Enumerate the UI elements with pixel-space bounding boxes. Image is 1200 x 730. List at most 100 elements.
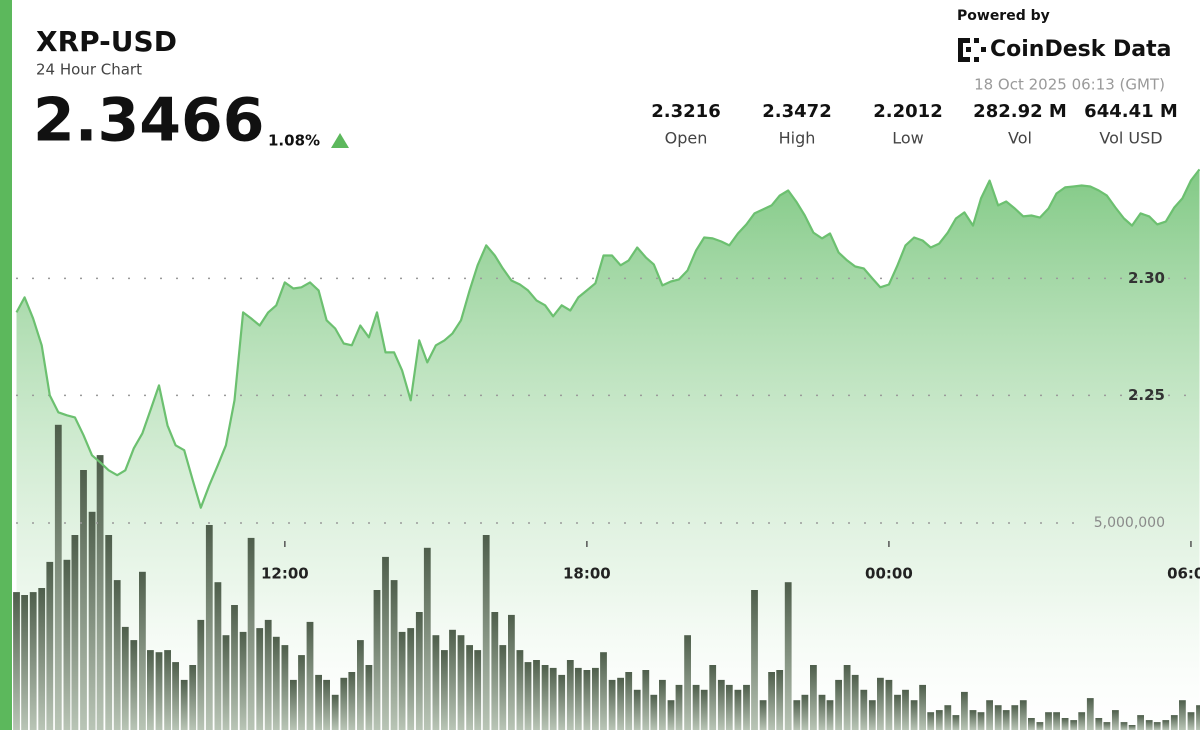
volume-bar [1120,722,1128,730]
volume-bar [1053,712,1060,730]
volume-bar [180,679,188,730]
volume-bar [390,580,398,730]
volume-bar [423,547,431,730]
volume-bar [516,650,524,730]
brand-logo [958,38,986,62]
volume-bar [54,424,62,730]
volume-bar [407,628,415,730]
volume-bar [667,700,675,730]
volume-bar [608,679,616,730]
volume-bar [927,712,935,730]
volume-bar [751,590,758,730]
volume-bar [1128,725,1136,730]
volume-bar [1153,722,1161,730]
label-layer: 2.25 2.30 5,000,000 12:00 18:00 00:00 06:00 [261,269,1200,583]
volume-bar [290,679,297,730]
volume-bar [315,674,322,730]
volume-bar [843,665,851,730]
volume-bar [650,694,658,730]
volume-bar [298,655,305,730]
volume-bar [566,660,574,730]
volume-bar [784,582,792,730]
volume-bar [725,684,733,730]
volume-bar [877,677,884,730]
price-area [16,169,1200,730]
volume-bar [457,635,465,730]
volume-bar [994,705,1002,730]
volume-bar [466,645,473,730]
volume-bar [793,700,801,730]
volume-bar [617,677,624,730]
grid-layer [16,277,1200,524]
brand-name: CoinDesk Data [990,37,1172,62]
volume-bar [826,700,834,730]
volume-bar [256,628,264,730]
volume-bar [172,662,179,730]
volume-bar [810,665,817,730]
volume-bar [197,619,205,730]
volume-bar [1137,715,1144,730]
volume-bar [851,674,859,730]
volume-bar [499,645,507,730]
volume-bar [768,672,775,730]
volume-bar [1045,712,1052,730]
volume-bar [432,635,440,730]
volume-bar [709,665,717,730]
x-tick-label: 12:00 [261,565,309,583]
volume-bar [71,535,79,730]
volume-bar [415,612,423,730]
volume-bar [868,700,876,730]
volume-bar [524,662,532,730]
volume-bar [743,684,750,730]
volume-bar [952,715,960,730]
volume-bar [1162,720,1170,730]
x-tick-label: 18:00 [563,565,611,583]
volume-bar [281,645,289,730]
volume-bar [574,667,582,730]
volume-bar [894,694,901,730]
stat-value: 2.2012 [873,101,942,122]
volume-bar [373,590,381,730]
volume-bar [1145,720,1153,730]
volume-bar [1011,705,1019,730]
volume-bar [1170,715,1178,730]
volume-bar [113,580,121,730]
volume-bar [759,700,767,730]
volume-bar [398,631,406,730]
volume-bar [600,652,607,730]
volume-bar [121,626,129,730]
volume-bar [231,605,238,730]
volume-bar [944,705,952,730]
volume-bar [189,665,197,730]
volume-bar [592,667,599,730]
volume-bar [1019,700,1027,730]
stat-label: High [779,129,816,148]
volume-bar [717,679,725,730]
volume-bar [21,595,28,730]
timestamp: 18 Oct 2025 06:13 (GMT) [974,76,1165,94]
volume-bar [247,537,255,730]
volume-bar [264,619,272,730]
volume-bar [860,689,868,730]
accent-strip [0,0,12,730]
volume-bar [38,588,46,730]
volume-bar [63,559,71,730]
volume-bar [441,650,448,730]
volume-bar [155,652,163,730]
y-tick-label: 2.25 [1128,386,1165,404]
volume-bar [139,571,146,730]
volume-bar [935,710,943,730]
volume-bar [633,689,641,730]
volume-bar [625,672,633,730]
volume-bar [1078,712,1086,730]
volume-bar [1196,705,1200,730]
volume-bar [214,582,222,730]
volume-bar [776,670,784,730]
volume-bar [961,691,968,730]
volume-bar [272,636,280,730]
volume-bar [508,614,515,730]
volume-bar [642,670,650,730]
volume-bar [365,665,373,730]
y-tick-label: 2.30 [1128,269,1165,287]
volume-bar [1002,710,1010,730]
